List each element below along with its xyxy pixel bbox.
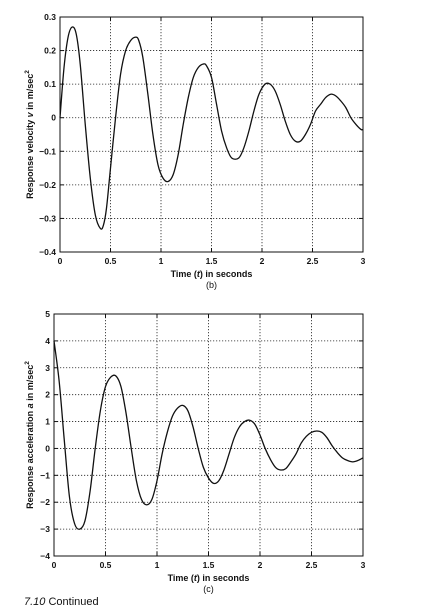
acceleration-x-tick-label: 2 [258, 560, 263, 570]
acceleration-y-axis-label: Response acceleration a in m/sec2 [24, 361, 35, 509]
velocity-x-tick-label: 0.5 [105, 256, 117, 266]
acceleration-x-axis-label: Time (t) in seconds [168, 573, 250, 583]
velocity-ticks: 0 0.5 1 1.5 2 2.5 3 −0.4 −0.3 −0.2 −0.1 0 0.1 0.2 0.3 [39, 12, 365, 266]
acceleration-x-tick-label: 1 [155, 560, 160, 570]
acceleration-x-tick-label: 0.5 [100, 560, 112, 570]
acceleration-y-tick-label: 0 [45, 443, 50, 453]
velocity-y-tick-label: 0.3 [44, 12, 56, 22]
velocity-y-tick-label: 0 [51, 113, 56, 123]
acceleration-x-tick-label: 1.5 [203, 560, 215, 570]
velocity-x-tick-label: 3 [361, 256, 366, 266]
velocity-y-tick-label: 0.1 [44, 79, 56, 89]
acceleration-y-tick-label: 2 [45, 390, 50, 400]
acceleration-y-tick-label: 1 [45, 417, 50, 427]
acceleration-series-line [53, 340, 364, 530]
velocity-x-tick-label: 0 [58, 256, 63, 266]
velocity-y-tick-label: −0.1 [39, 146, 56, 156]
acceleration-ticks: 0 0.5 1 1.5 2 2.5 3 −4 −3 −2 −1 0 1 2 3 4 5 [40, 309, 365, 570]
velocity-x-tick-label: 1.5 [206, 256, 218, 266]
acceleration-x-tick-label: 2.5 [306, 560, 318, 570]
velocity-y-tick-label: 0.2 [44, 46, 56, 56]
acceleration-y-tick-label: 4 [45, 336, 50, 346]
acceleration-x-tick-label: 0 [52, 560, 57, 570]
velocity-y-tick-label: −0.4 [39, 247, 56, 257]
velocity-x-tick-label: 2 [260, 256, 265, 266]
acceleration-y-tick-label: −1 [40, 470, 50, 480]
velocity-x-tick-label: 2.5 [307, 256, 319, 266]
velocity-chart: 0 0.5 1 1.5 2 2.5 3−0.4−0.3−0.2−0.100.10.20.3 … [24, 12, 366, 290]
velocity-y-axis-label: Response velocity v in m/sec2 [24, 70, 35, 199]
acceleration-chart: 0 0.5 1 1.5 2 2.5 3 −4 −3 −2 −1 0 1 2 3 4 5 Time (t) in … [24, 309, 366, 594]
velocity-y-tick-label: −0.2 [39, 180, 56, 190]
velocity-x-tick-label: 1 [159, 256, 164, 266]
figure-number: 7.10 [24, 596, 46, 608]
figure-caption: 7.10 Continued [24, 596, 99, 608]
acceleration-y-tick-label: 5 [45, 309, 50, 319]
velocity-x-axis-label: Time (t) in seconds [171, 269, 253, 279]
acceleration-grid [54, 314, 363, 556]
velocity-y-tick-label: −0.3 [39, 213, 56, 223]
acceleration-y-tick-label: 3 [45, 363, 50, 373]
acceleration-x-tick-label: 3 [361, 560, 366, 570]
figure-caption-text: Continued [45, 596, 99, 608]
acceleration-y-tick-label: −3 [40, 524, 50, 534]
velocity-panel-label: (b) [206, 280, 217, 290]
acceleration-panel-label: (c) [203, 584, 214, 594]
velocity-series-line [59, 26, 364, 230]
acceleration-y-tick-label: −4 [40, 551, 50, 561]
acceleration-y-tick-label: −2 [40, 497, 50, 507]
